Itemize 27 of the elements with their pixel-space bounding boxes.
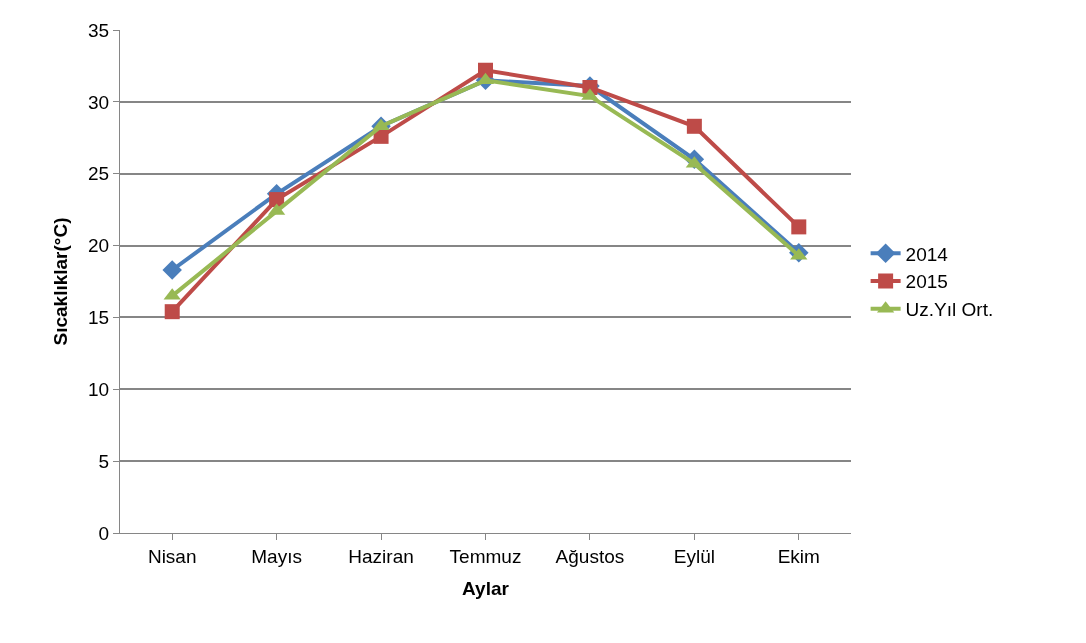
y-tick-label: 35 bbox=[88, 19, 110, 41]
y-tick-label: 30 bbox=[88, 91, 110, 113]
point bbox=[269, 192, 285, 208]
x-axis-title: Aylar bbox=[462, 577, 510, 599]
x-tick-label: Nisan bbox=[147, 545, 197, 567]
y-tick-label: 5 bbox=[98, 450, 110, 472]
y-tick-label: 0 bbox=[98, 522, 110, 544]
point bbox=[791, 219, 807, 235]
x-tick-label: Haziran bbox=[348, 545, 414, 567]
x-tick-label: Ekim bbox=[777, 545, 820, 567]
legend-label: Uz.Yıl Ort. bbox=[905, 299, 994, 321]
point bbox=[478, 62, 493, 78]
point bbox=[164, 304, 180, 320]
x-tick-label: Mayıs bbox=[251, 545, 302, 567]
x-tick-label: Eylül bbox=[673, 545, 715, 567]
y-tick-label: 10 bbox=[88, 378, 110, 400]
point bbox=[372, 118, 390, 131]
x-tick-label: Temmuz bbox=[449, 545, 522, 567]
point bbox=[162, 260, 182, 280]
y-tick-label: 20 bbox=[88, 235, 110, 257]
legend-label: 2015 bbox=[905, 271, 948, 293]
y-tick-label: 25 bbox=[88, 163, 110, 185]
y-axis-title: Sıcaklıklar(°C) bbox=[49, 217, 71, 346]
legend-label: 2014 bbox=[905, 243, 949, 265]
y-tick-label: 15 bbox=[88, 307, 110, 329]
point bbox=[686, 118, 702, 134]
x-tick-label: Ağustos bbox=[555, 545, 625, 567]
